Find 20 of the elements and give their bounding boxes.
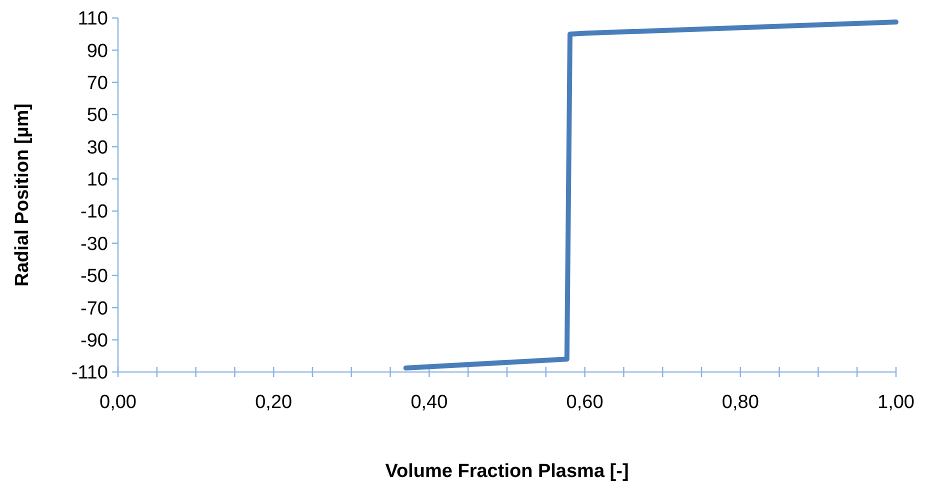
y-tick-label: 10: [86, 170, 108, 191]
y-tick-label: 110: [78, 8, 108, 30]
y-tick-label: -50: [80, 266, 108, 288]
y-tick-label: -110: [71, 362, 108, 384]
x-tick-label: 0,00: [100, 392, 136, 413]
x-tick-label: 0,20: [255, 392, 292, 413]
y-tick-label: 90: [86, 40, 108, 62]
x-tick-label: 0,60: [566, 392, 604, 413]
y-tick-label: 70: [86, 73, 108, 94]
y-tick-label: -10: [80, 202, 108, 223]
y-tick-label: -30: [80, 234, 108, 255]
x-tick-label: 0,40: [410, 392, 448, 413]
y-tick-label: 30: [86, 137, 108, 158]
y-tick-label: -70: [80, 298, 108, 320]
x-tick-label: 1,00: [878, 392, 914, 413]
y-tick-label: 50: [86, 105, 108, 126]
y-axis-title: Radial Position [µm]: [12, 103, 33, 287]
x-tick-label: 0,80: [722, 392, 759, 413]
x-axis-title: Volume Fraction Plasma [-]: [385, 461, 629, 482]
y-tick-label: -90: [80, 330, 108, 352]
